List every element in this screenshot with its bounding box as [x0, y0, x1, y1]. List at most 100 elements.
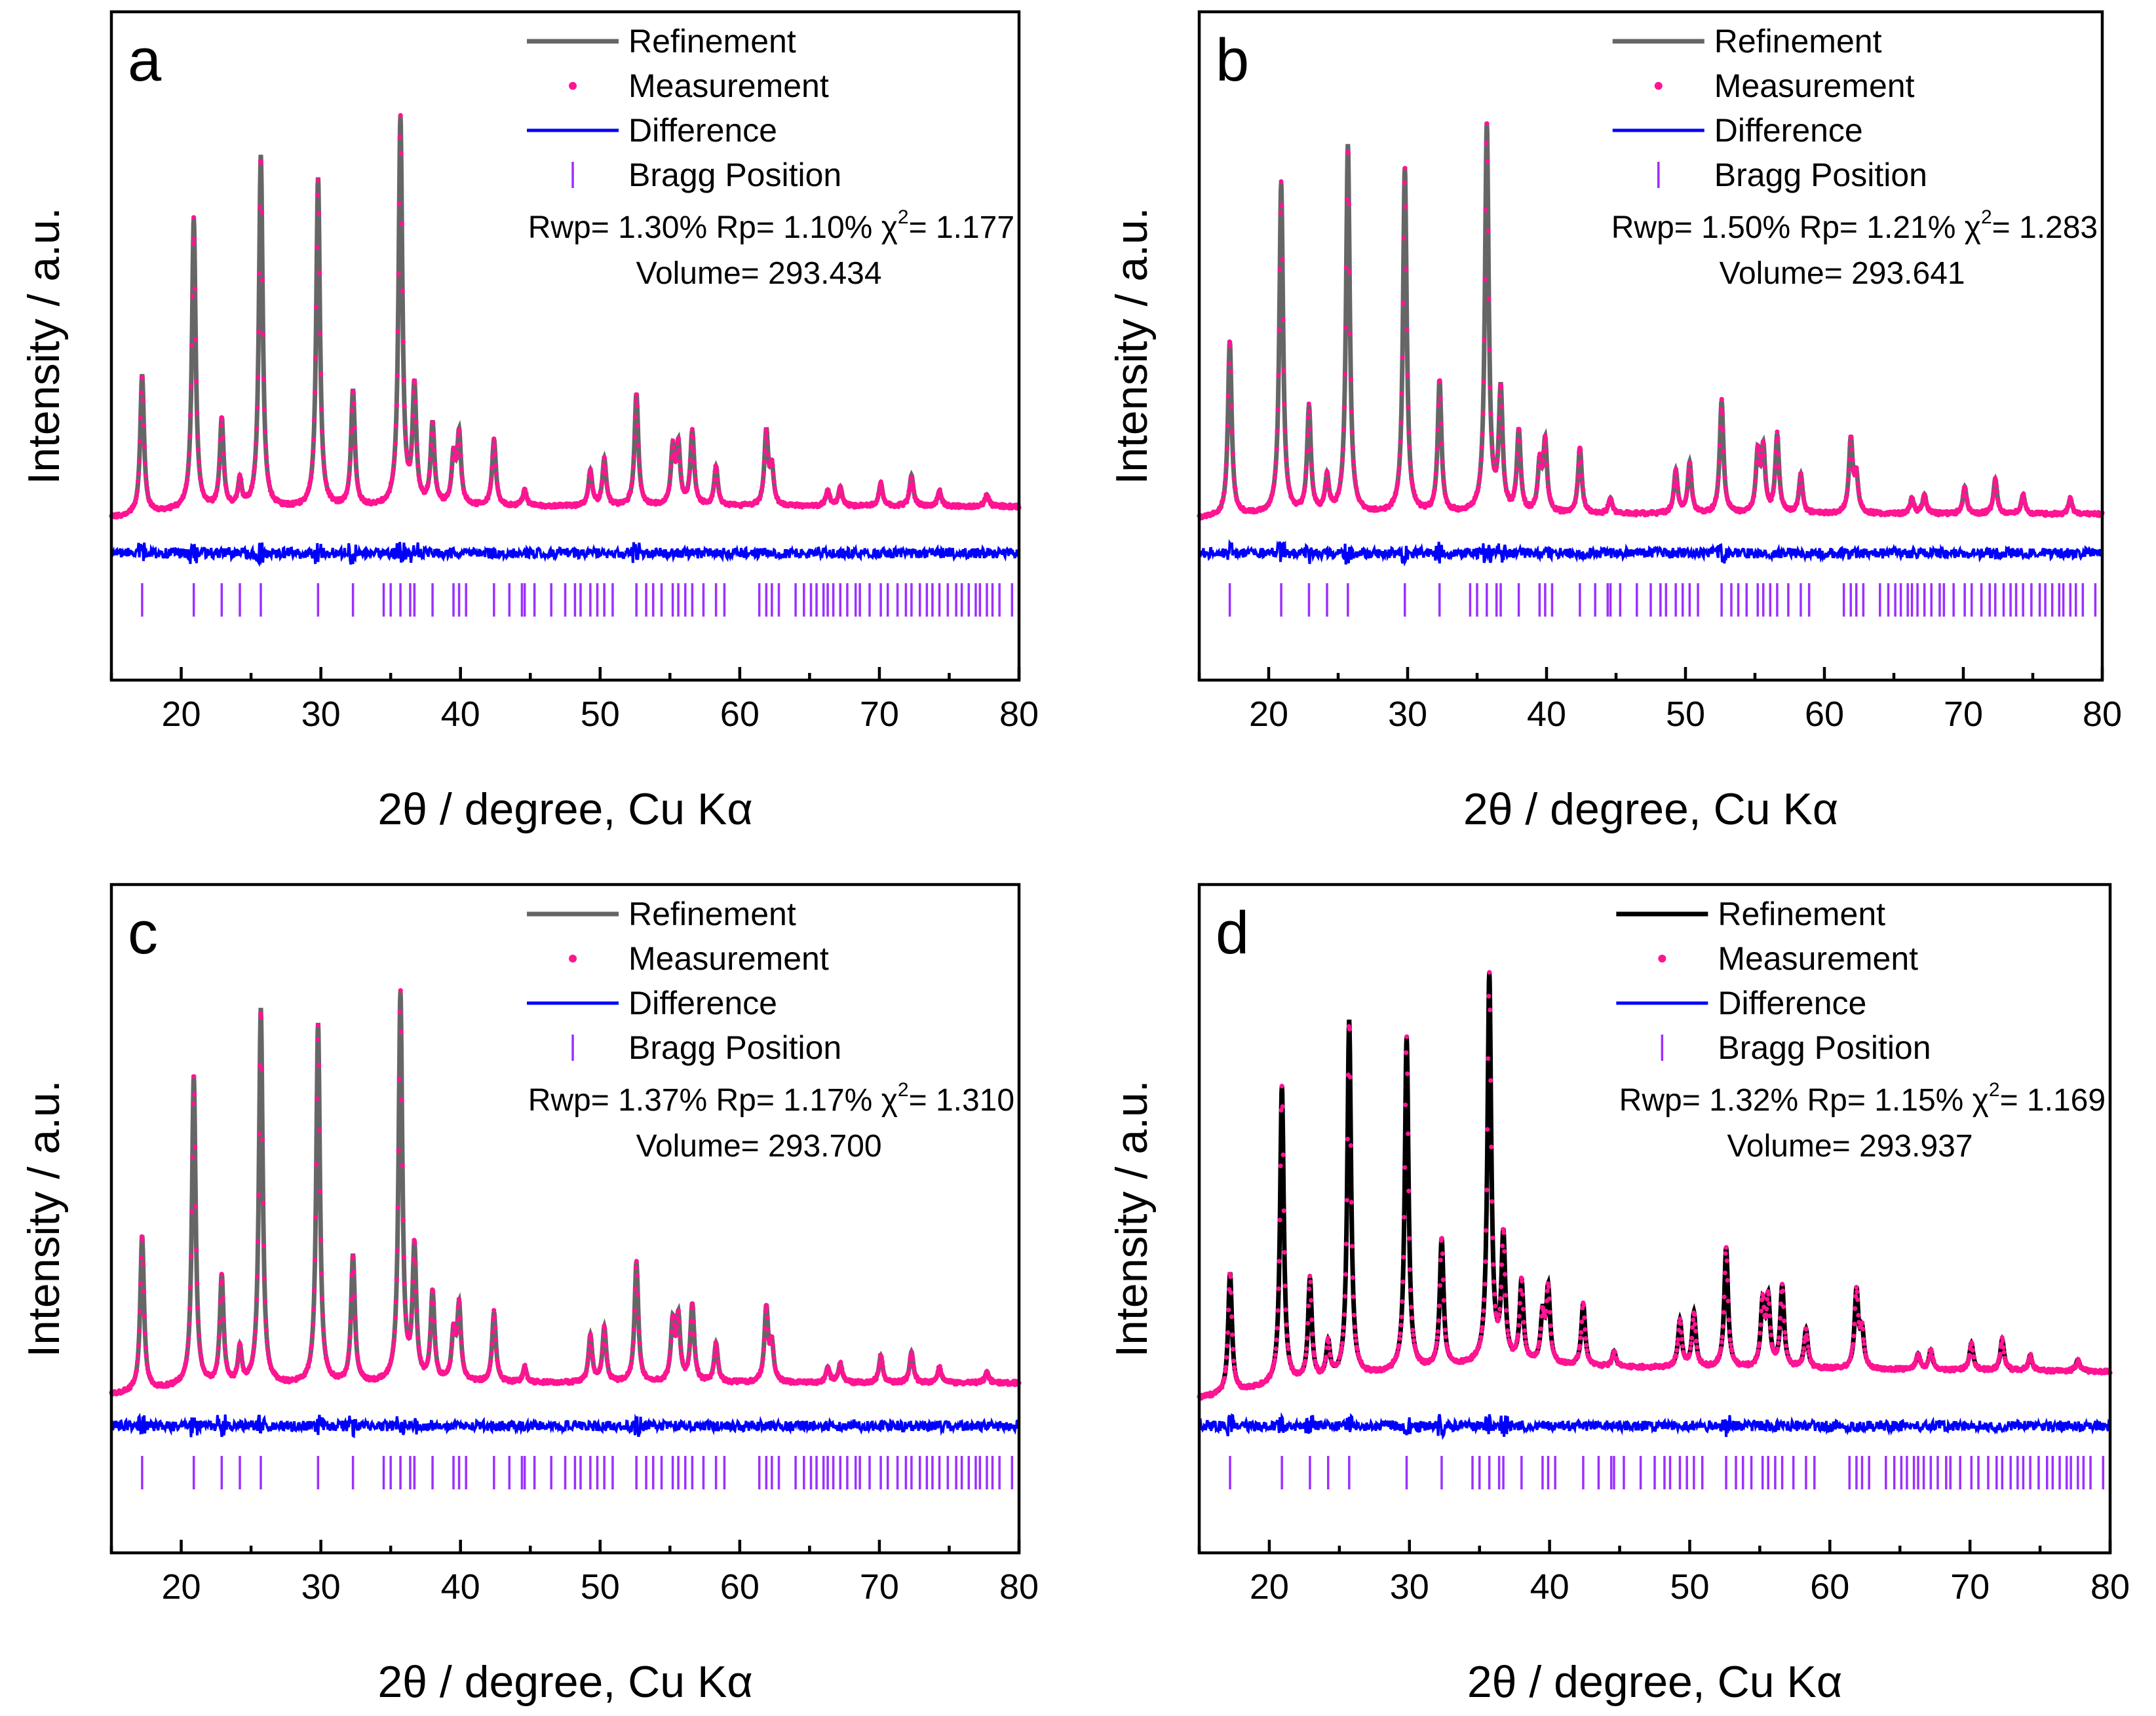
measurement-point	[880, 1363, 885, 1369]
legend-label: Refinement	[1714, 23, 1882, 60]
measurement-point	[1223, 1369, 1228, 1374]
fit-statistics-part: = 1.283	[1992, 210, 2098, 245]
measurement-point	[907, 486, 912, 491]
measurement-point	[1222, 1375, 1227, 1381]
measurement-point	[710, 489, 716, 494]
measurement-point	[1409, 476, 1414, 482]
measurement-point	[715, 476, 720, 482]
measurement-point	[140, 1238, 145, 1243]
measurement-point	[1846, 467, 1851, 473]
measurement-point	[407, 1335, 412, 1341]
measurement-point	[630, 1346, 636, 1352]
measurement-point	[1285, 474, 1290, 480]
measurement-point	[677, 448, 682, 453]
measurement-point	[1326, 478, 1331, 483]
measurement-point	[1398, 439, 1403, 445]
measurement-point	[345, 1362, 350, 1367]
measurement-point	[1305, 415, 1311, 420]
measurement-point	[217, 457, 222, 462]
measurement-point	[1309, 471, 1315, 476]
measurement-point	[758, 494, 763, 499]
fit-statistics-part: = 1.177	[909, 210, 1014, 245]
measurement-point	[413, 399, 418, 404]
measurement-point	[417, 480, 423, 485]
measurement-point	[716, 1363, 722, 1369]
measurement-point	[1580, 480, 1585, 486]
measurement-point	[1440, 470, 1446, 475]
measurement-point	[1278, 210, 1283, 216]
measurement-point	[187, 434, 193, 439]
measurement-point	[196, 1320, 201, 1325]
measurement-point	[693, 1352, 698, 1358]
measurement-point	[1410, 1315, 1415, 1321]
measurement-point	[1280, 1104, 1285, 1109]
measurement-point	[393, 423, 398, 429]
plot-frame	[109, 10, 1021, 682]
measurement-point	[602, 456, 607, 461]
measurement-point	[760, 479, 765, 485]
measurement-point	[1286, 480, 1291, 486]
measurement-point	[306, 1364, 311, 1369]
legend-measurement-swatch	[569, 955, 577, 963]
measurement-point	[1689, 487, 1695, 493]
measurement-point	[685, 486, 691, 491]
measurement-point	[198, 1353, 204, 1358]
measurement-point	[1486, 228, 1491, 233]
measurement-point	[1300, 494, 1306, 499]
measurement-point	[1410, 1327, 1415, 1333]
measurement-point	[598, 489, 604, 495]
refinement-curve	[1199, 122, 2102, 520]
measurement-point	[256, 329, 261, 334]
measurement-point	[1752, 478, 1758, 484]
measurement-point	[145, 1367, 150, 1372]
measurement-point	[1919, 502, 1925, 507]
measurement-point	[433, 461, 438, 467]
measurement-point	[416, 472, 421, 478]
measurement-point	[143, 1345, 148, 1350]
measurement-point	[586, 1351, 591, 1356]
measurement-point	[415, 463, 421, 468]
measurement-point	[1761, 442, 1766, 447]
measurement-point	[1845, 487, 1850, 493]
measurement-point	[667, 482, 672, 487]
measurement-point	[394, 402, 399, 408]
measurement-point	[1497, 415, 1502, 421]
measurement-point	[263, 1318, 269, 1324]
x-tick-label: 20	[161, 695, 201, 734]
measurement-point	[457, 442, 463, 447]
measurement-point	[665, 491, 670, 497]
measurement-point	[1309, 1298, 1314, 1303]
measurement-point	[415, 1335, 421, 1340]
measurement-point	[1775, 429, 1780, 434]
measurement-point	[433, 1345, 438, 1350]
measurement-point	[875, 495, 880, 501]
measurement-point	[449, 465, 455, 470]
measurement-point	[1724, 493, 1729, 499]
measurement-point	[190, 1154, 195, 1160]
measurement-point	[1230, 1332, 1235, 1337]
measurement-point	[769, 457, 775, 463]
measurement-point	[261, 407, 267, 412]
measurement-point	[633, 1265, 638, 1270]
measurement-point	[1716, 459, 1722, 465]
measurement-point	[143, 473, 148, 478]
measurement-point	[217, 1320, 222, 1325]
measurement-point	[216, 476, 221, 482]
measurement-point	[428, 457, 433, 462]
measurement-point	[260, 1137, 265, 1143]
measurement-point	[1994, 483, 1999, 488]
measurement-point	[1278, 1163, 1283, 1168]
measurement-point	[313, 1257, 318, 1263]
measurement-point	[315, 1096, 320, 1101]
measurement-point	[1325, 471, 1330, 476]
measurement-point	[585, 1357, 590, 1362]
measurement-point	[412, 381, 417, 386]
measurement-point	[1438, 396, 1443, 402]
measurement-point	[427, 1346, 432, 1352]
measurement-point	[1762, 465, 1767, 470]
measurement-point	[1854, 465, 1859, 470]
measurement-point	[262, 429, 268, 434]
measurement-point	[1341, 405, 1347, 410]
measurement-point	[391, 459, 396, 465]
